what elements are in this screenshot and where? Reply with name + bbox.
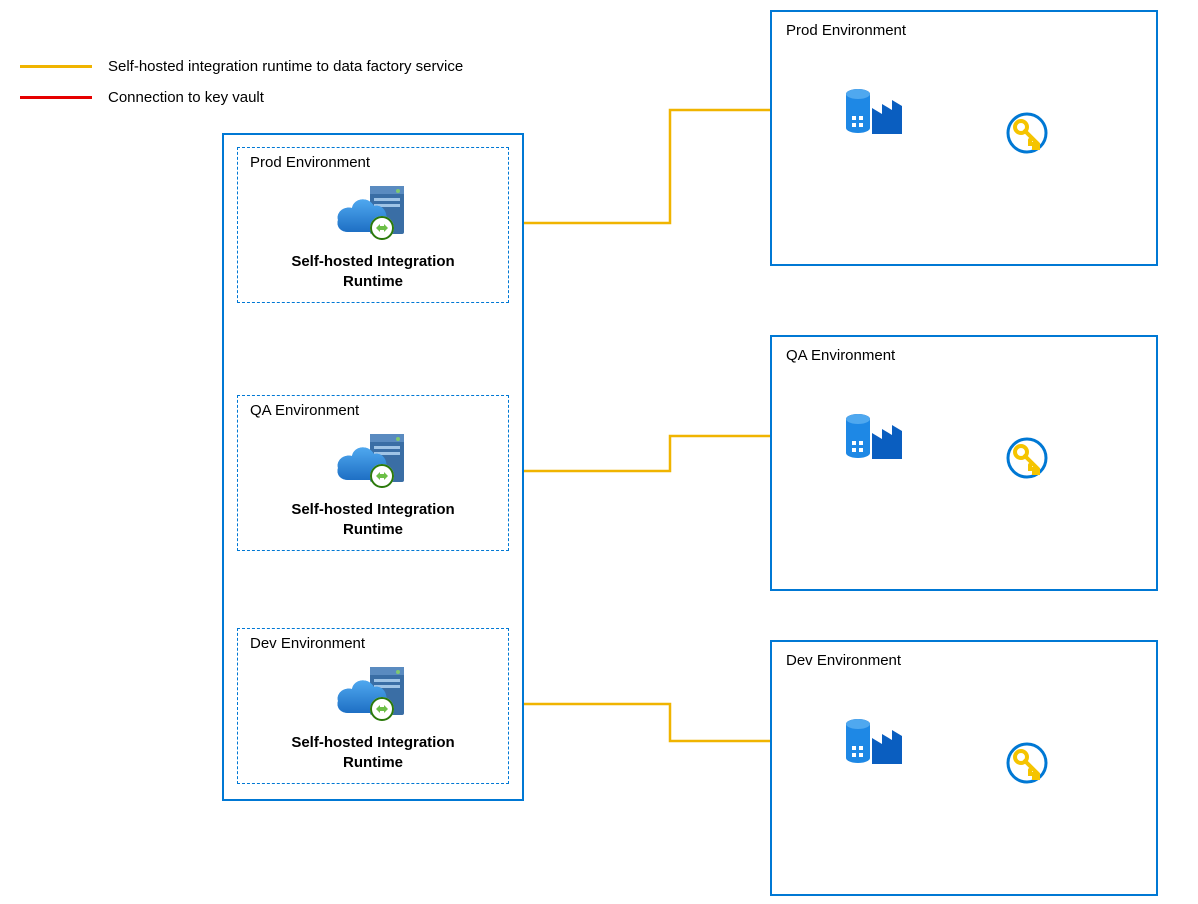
key-vault-icon xyxy=(1006,742,1048,784)
data-factory-icon xyxy=(844,712,904,772)
shir-label-0: Self-hosted IntegrationRuntime xyxy=(238,252,508,291)
shir-env-label-2: Dev Environment xyxy=(250,635,365,652)
shir-env-label-0: Prod Environment xyxy=(250,154,370,171)
legend-swatch-yellow xyxy=(20,65,92,68)
shir-box-0: Prod Environment Self-hosted IntegrationR… xyxy=(237,147,509,303)
legend-swatch-red xyxy=(20,96,92,99)
legend-row-yellow: Self-hosted integration runtime to data … xyxy=(20,58,463,75)
legend-label-yellow: Self-hosted integration runtime to data … xyxy=(108,58,463,75)
env-label-2: Dev Environment xyxy=(786,652,901,669)
shir-icon xyxy=(336,432,412,492)
env-box-2: Dev Environment xyxy=(770,640,1158,896)
env-box-0: Prod Environment xyxy=(770,10,1158,266)
shir-env-label-1: QA Environment xyxy=(250,402,359,419)
key-vault-icon xyxy=(1006,112,1048,154)
data-factory-icon xyxy=(844,407,904,467)
shir-box-2: Dev Environment Self-hosted IntegrationRu… xyxy=(237,628,509,784)
key-vault-icon xyxy=(1006,437,1048,479)
legend-label-red: Connection to key vault xyxy=(108,89,264,106)
env-label-0: Prod Environment xyxy=(786,22,906,39)
legend: Self-hosted integration runtime to data … xyxy=(20,58,463,120)
data-factory-icon xyxy=(844,82,904,142)
env-box-1: QA Environment xyxy=(770,335,1158,591)
legend-row-red: Connection to key vault xyxy=(20,89,463,106)
shir-icon xyxy=(336,184,412,244)
shir-icon xyxy=(336,665,412,725)
env-label-1: QA Environment xyxy=(786,347,895,364)
shir-box-1: QA Environment Self-hosted IntegrationRun… xyxy=(237,395,509,551)
shir-label-1: Self-hosted IntegrationRuntime xyxy=(238,500,508,539)
shir-label-2: Self-hosted IntegrationRuntime xyxy=(238,733,508,772)
